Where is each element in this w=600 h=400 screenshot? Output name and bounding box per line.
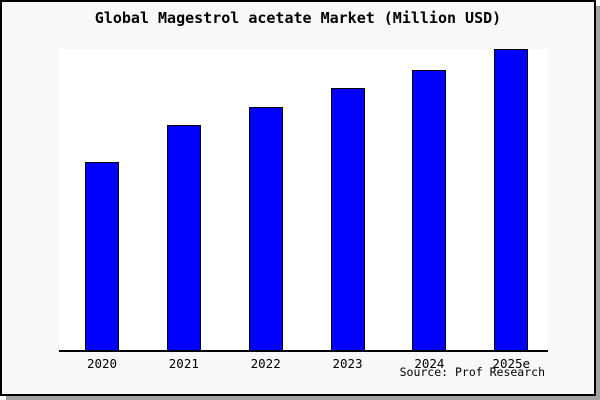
bar-2023 (330, 88, 365, 350)
x-tick-label-2025e: 2025e (492, 356, 531, 371)
bar-2020 (85, 162, 119, 350)
x-tick-label-2024: 2024 (414, 356, 445, 371)
bar-2022 (248, 107, 283, 350)
x-tick-label-2022: 2022 (250, 356, 281, 371)
x-tick-label-2021: 2021 (168, 356, 199, 371)
x-tick-label-2023: 2023 (332, 356, 363, 371)
bar-2021 (166, 125, 201, 350)
source-credit: Source: Prof Research (399, 365, 545, 379)
x-tick-label-2020: 2020 (86, 356, 118, 371)
bar-2025e (494, 49, 529, 350)
chart-title: Global Magestrol acetate Market (Million… (94, 9, 502, 27)
plot-area (59, 49, 548, 352)
bar-2024 (412, 70, 447, 350)
